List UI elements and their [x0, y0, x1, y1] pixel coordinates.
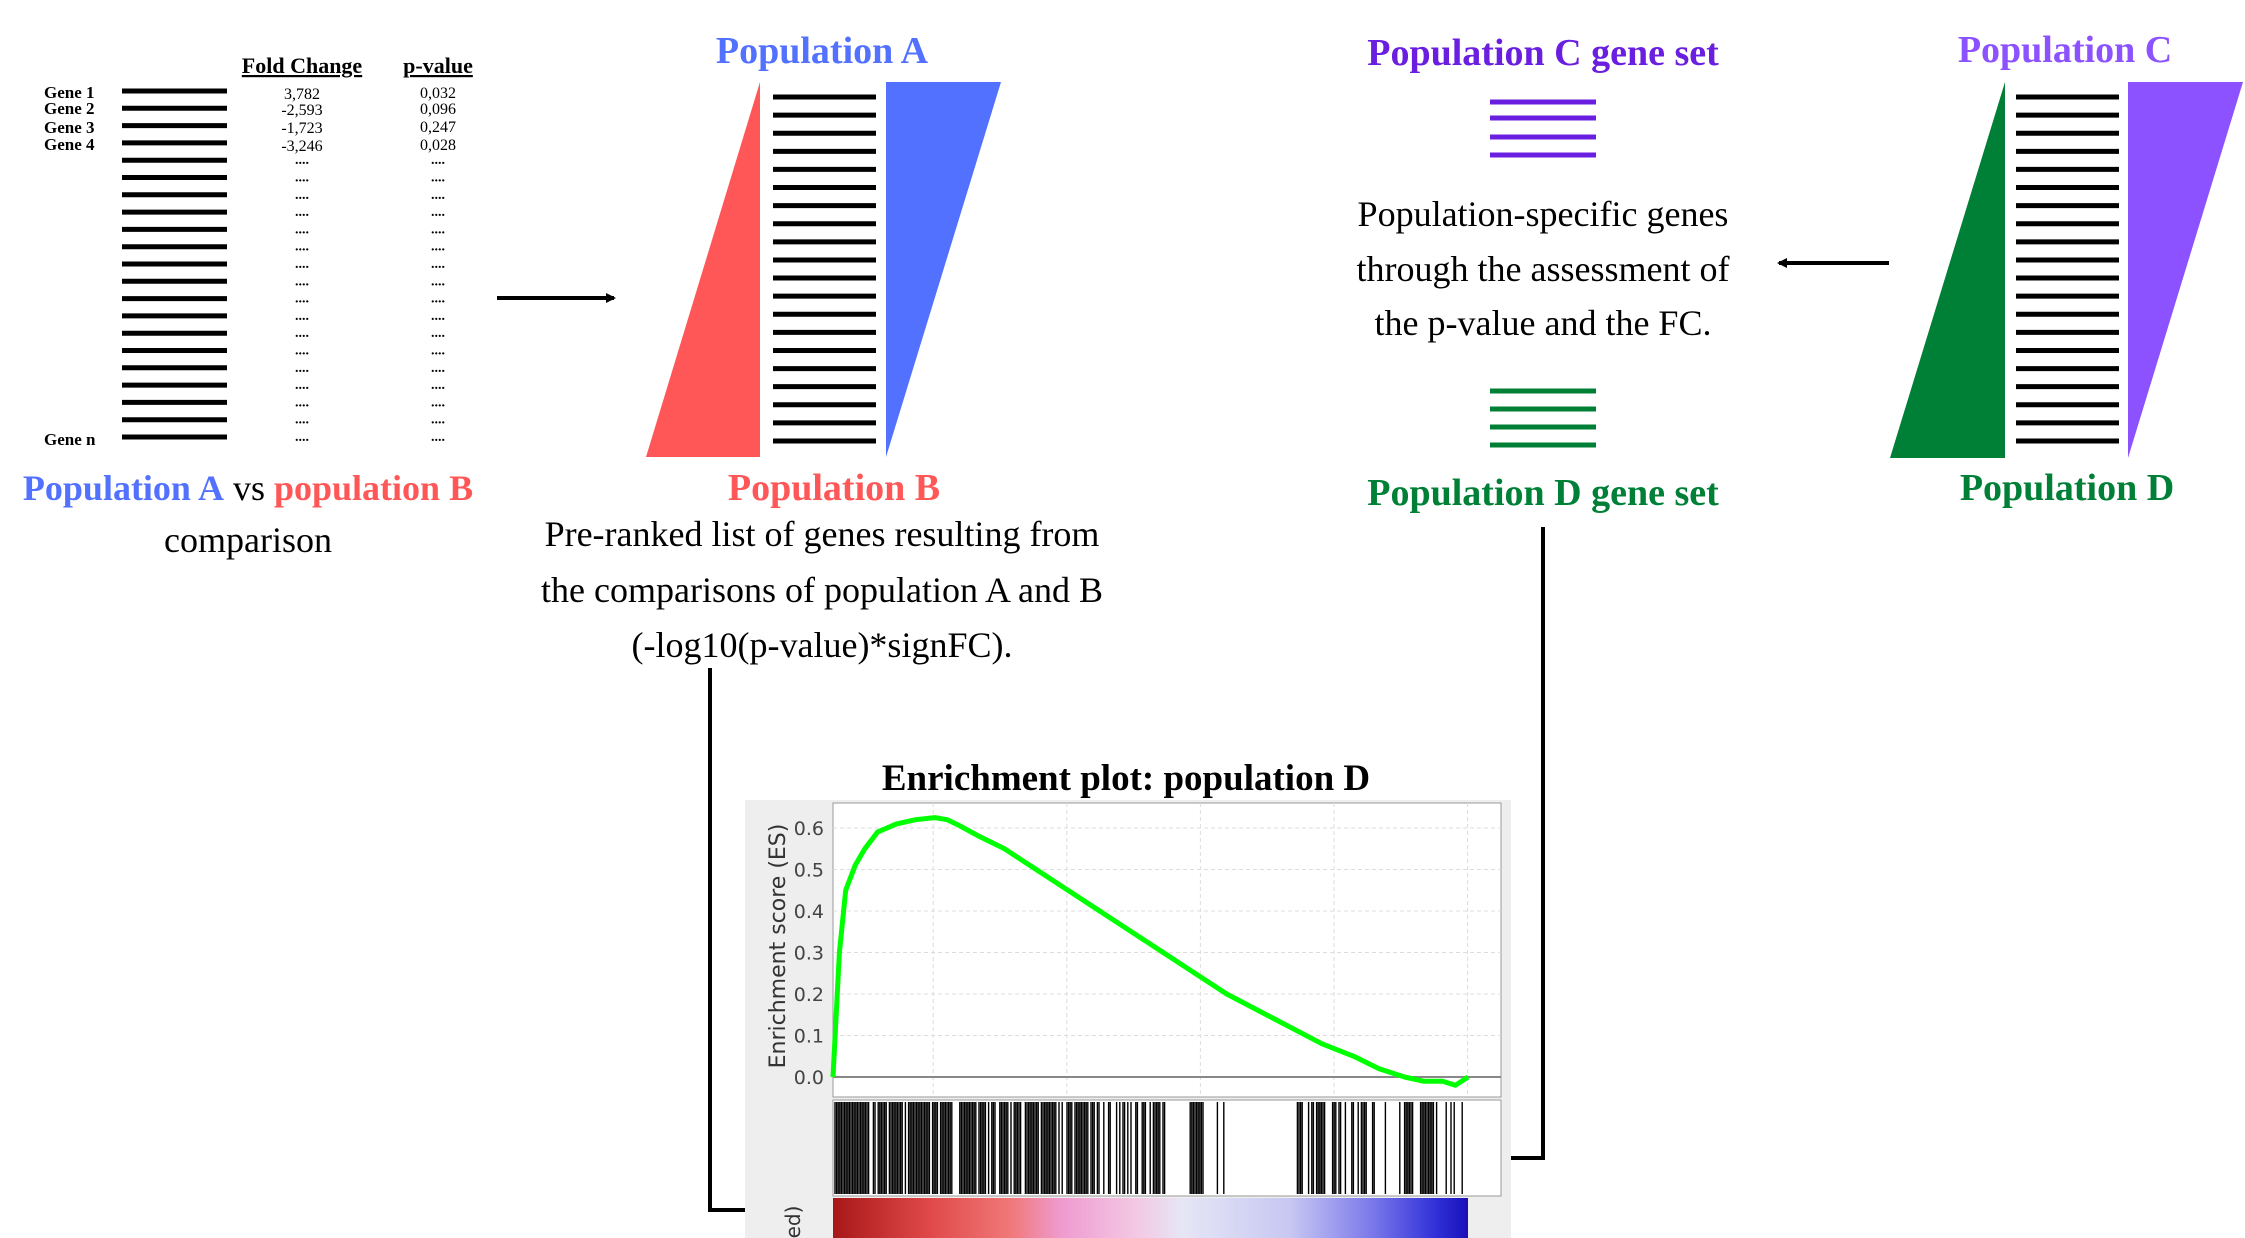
ranking-gradient-bar [833, 1198, 1468, 1238]
comparison-caption: Population A vs population B [23, 468, 473, 508]
p-ellipsis: .... [431, 188, 445, 203]
population-c-label: Population C [1958, 29, 2172, 71]
population-d-wedge [1890, 82, 2005, 458]
fc-ellipsis: .... [295, 153, 309, 168]
y-axis-ticks: 0.6 0.5 0.4 0.3 0.2 0.1 0.0 [794, 818, 824, 1089]
fc-ellipsis: .... [295, 326, 309, 341]
caption-pop-b: population B [274, 468, 473, 508]
enrichment-plot-title: Enrichment plot: population D [882, 758, 1370, 799]
fold-change-header: Fold Change [242, 53, 363, 78]
ellipsis-column: ........................................… [295, 153, 445, 445]
fc-ellipsis: .... [295, 395, 309, 410]
fc-value-2: -2,593 [281, 102, 322, 119]
p-ellipsis: .... [431, 430, 445, 445]
p-ellipsis: .... [431, 274, 445, 289]
population-specific-text-line3: the p-value and the FC. [1375, 303, 1712, 343]
fc-value-1: 3,782 [284, 86, 320, 103]
population-d-label: Population D [1960, 467, 2174, 509]
fc-ellipsis: .... [295, 430, 309, 445]
p-ellipsis: .... [431, 257, 445, 272]
comparison-caption-line2: comparison [164, 520, 332, 560]
plot-area [832, 802, 1502, 1098]
enrichment-score-curve [830, 815, 1470, 1088]
p-value-2: 0,096 [420, 101, 456, 118]
y-tick-label: 0.4 [794, 901, 824, 923]
fc-ellipsis: .... [295, 240, 309, 255]
ranked-gene-lines-cd [2016, 94, 2119, 444]
population-c-gene-set-lines [1490, 99, 1596, 158]
lower-axis-label: ed) [781, 1206, 805, 1238]
fc-ellipsis: .... [295, 257, 309, 272]
population-b-label: Population B [728, 467, 940, 509]
caption-vs: vs [233, 468, 265, 508]
fc-value-4: -3,246 [281, 138, 322, 155]
population-d-gene-set-lines [1490, 388, 1596, 448]
p-ellipsis: .... [431, 205, 445, 220]
p-ellipsis: .... [431, 240, 445, 255]
fc-ellipsis: .... [295, 171, 309, 186]
population-a-label: Population A [716, 30, 929, 72]
fc-ellipsis: .... [295, 222, 309, 237]
gene-lines [122, 88, 227, 440]
p-ellipsis: .... [431, 222, 445, 237]
p-ellipsis: .... [431, 326, 445, 341]
y-tick-label: 0.2 [794, 984, 824, 1006]
population-specific-text-line2: through the assessment of [1357, 249, 1730, 289]
population-b-wedge [646, 82, 760, 457]
y-tick-label: 0.1 [794, 1026, 824, 1048]
p-ellipsis: .... [431, 344, 445, 359]
fc-value-3: -1,723 [281, 120, 322, 137]
y-axis-label: Enrichment score (ES) [766, 824, 791, 1069]
fc-ellipsis: .... [295, 292, 309, 307]
population-a-wedge [886, 82, 1001, 457]
y-tick-label: 0.6 [794, 818, 824, 840]
population-d-gene-set-label: Population D gene set [1367, 472, 1719, 514]
gene-label-4: Gene 4 [44, 135, 95, 154]
p-value-1: 0,032 [420, 85, 456, 102]
population-specific-text-line1: Population-specific genes [1358, 194, 1729, 234]
gene-table: Fold Change p-value Gene 1 Gene 2 Gene 3… [44, 53, 473, 449]
p-ellipsis: .... [431, 378, 445, 393]
population-c-gene-set-label: Population C gene set [1367, 32, 1719, 74]
p-ellipsis: .... [431, 292, 445, 307]
ranked-gene-lines-ab [773, 94, 876, 444]
caption-pop-a: Population A [23, 468, 224, 508]
preranked-caption-line1: Pre-ranked list of genes resulting from [545, 514, 1100, 554]
p-value-4: 0,028 [420, 137, 456, 154]
fc-ellipsis: .... [295, 344, 309, 359]
enrichment-plot: 0.6 0.5 0.4 0.3 0.2 0.1 0.0 Enrichment score (… [745, 800, 1511, 1238]
gene-label-1: Gene 1 [44, 83, 95, 102]
p-value-3: 0,247 [420, 119, 456, 136]
p-ellipsis: .... [431, 361, 445, 376]
fc-ellipsis: .... [295, 205, 309, 220]
p-ellipsis: .... [431, 395, 445, 410]
y-tick-label: 0.3 [794, 943, 824, 965]
y-tick-label: 0.0 [794, 1067, 824, 1089]
fc-ellipsis: .... [295, 309, 309, 324]
population-c-wedge [2128, 82, 2243, 458]
fc-ellipsis: .... [295, 413, 309, 428]
p-ellipsis: .... [431, 309, 445, 324]
preranked-caption-line2: the comparisons of population A and B [541, 570, 1103, 610]
gene-label-3: Gene 3 [44, 118, 95, 137]
p-ellipsis: .... [431, 153, 445, 168]
fc-ellipsis: .... [295, 378, 309, 393]
fc-ellipsis: .... [295, 188, 309, 203]
gene-label-2: Gene 2 [44, 99, 95, 118]
y-tick-label: 0.5 [794, 860, 824, 882]
preranked-caption-line3: (-log10(p-value)*signFC). [632, 625, 1013, 665]
p-ellipsis: .... [431, 171, 445, 186]
p-ellipsis: .... [431, 413, 445, 428]
p-value-header: p-value [403, 53, 473, 78]
gene-hit-bars [834, 1102, 1463, 1194]
gene-label-n: Gene n [44, 430, 96, 449]
fc-ellipsis: .... [295, 274, 309, 289]
fc-ellipsis: .... [295, 361, 309, 376]
